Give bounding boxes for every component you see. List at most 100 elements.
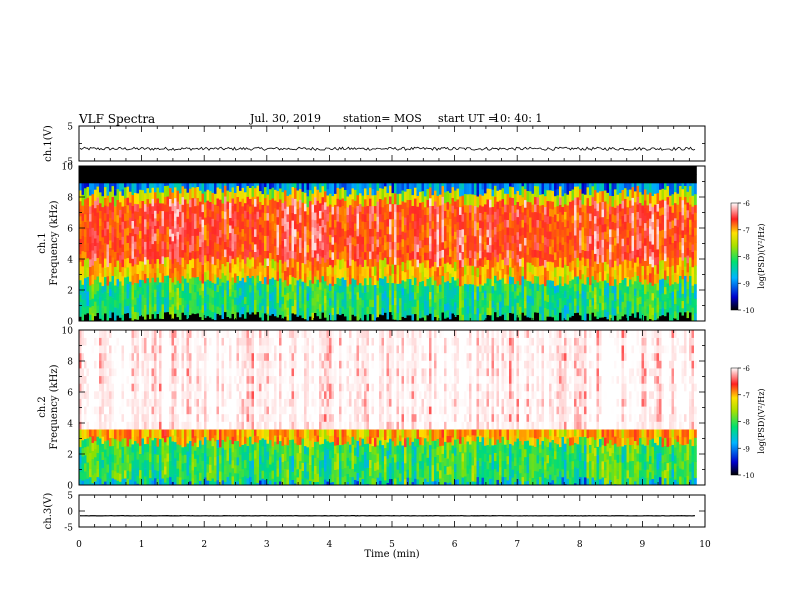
spectrogram-cell [279, 259, 282, 270]
spectrogram-cell [301, 262, 305, 273]
spectrogram-cell [346, 174, 350, 184]
spectrogram-cell [251, 204, 255, 213]
spectrogram-cell [341, 205, 345, 214]
spectrogram-cell [374, 235, 377, 244]
spectrogram-cell [309, 287, 312, 295]
spectrogram-cell [81, 306, 85, 314]
spectrogram-cell [411, 292, 415, 300]
spectrogram-cell [631, 227, 635, 236]
spectrogram-cell [601, 231, 605, 240]
spectrogram-cell [479, 274, 482, 285]
spectrogram-cell [161, 241, 165, 249]
spectrogram-cell [554, 314, 557, 322]
spectrogram-cell [569, 224, 572, 233]
spectrogram-cell [194, 236, 197, 244]
spectrogram-cell [174, 284, 177, 292]
spectrogram-cell [139, 260, 142, 271]
spectrogram-cell [81, 250, 85, 259]
spectrogram-cell [251, 290, 255, 298]
spectrogram-cell [471, 174, 475, 184]
spectrogram-cell [431, 183, 435, 190]
spectrogram-cell [279, 183, 282, 189]
spectrogram-cell [134, 192, 137, 204]
spectrogram-cell [316, 223, 320, 231]
spectrogram-cell [239, 209, 242, 217]
spectrogram-cell [256, 185, 260, 197]
spectrogram-cell [656, 273, 660, 284]
spectrogram-cell [299, 307, 302, 316]
spectrogram-cell [374, 313, 377, 322]
spectrogram-cell [196, 305, 200, 314]
spectrogram-cell [629, 301, 632, 309]
spectrogram-cell [126, 267, 130, 277]
spectrogram-cell [339, 314, 342, 322]
spectrogram-cell [279, 252, 282, 260]
spectrogram-cell [666, 211, 670, 220]
spectrogram-cell [444, 272, 447, 283]
spectrogram-cell [401, 208, 405, 217]
spectrogram-cell [596, 183, 600, 193]
spectrogram-cell [159, 203, 162, 211]
spectrogram-cell [136, 283, 140, 291]
spectrogram-cell [199, 261, 202, 272]
spectrogram-cell [664, 260, 667, 271]
spectrogram-cell [299, 229, 302, 238]
spectrogram-cell [199, 246, 202, 255]
spectrogram-cell [106, 236, 110, 245]
spectrogram-cell [196, 235, 200, 244]
spectrogram-cell [139, 286, 142, 295]
spectrogram-cell [489, 237, 492, 246]
spectrogram-cell [514, 174, 517, 184]
spectrogram-cell [599, 224, 602, 233]
spectrogram-cell [449, 241, 452, 250]
spectrogram-cell [656, 226, 660, 235]
spectrogram-cell [479, 313, 482, 321]
spectrogram-cell [461, 244, 465, 252]
spectrogram-cell [364, 251, 367, 260]
spectrogram-cell [111, 242, 115, 250]
spectrogram-cell [564, 319, 567, 322]
spectrogram-cell [359, 264, 362, 274]
spectrogram-cell [321, 227, 325, 235]
spectrogram-cell [144, 174, 147, 184]
spectrogram-cell [504, 174, 507, 184]
spectrogram-cell [364, 285, 367, 293]
spectrogram-cell [469, 313, 472, 321]
spectrogram-cell [426, 183, 430, 189]
spectrogram-cell [256, 249, 260, 258]
spectrogram-cell [219, 278, 222, 287]
spectrogram-cell [471, 313, 475, 321]
spectrogram-cell [481, 251, 485, 260]
spectrogram-cell [626, 307, 630, 316]
spectrogram-cell [609, 189, 612, 196]
spectrogram-cell [414, 183, 417, 188]
spectrogram-cell [534, 290, 537, 298]
spectrogram-cell [554, 206, 557, 215]
spectrogram-cell [414, 205, 417, 214]
spectrogram-cell [344, 174, 347, 184]
spectrogram-cell [161, 256, 165, 264]
spectrogram-cell [304, 174, 307, 184]
spectrogram-cell [436, 285, 440, 294]
spectrogram-cell [131, 291, 135, 300]
spectrogram-cell [649, 174, 652, 184]
spectrogram-cell [579, 260, 582, 270]
spectrogram-cell [666, 249, 670, 258]
spectrogram-cell [646, 174, 650, 184]
spectrogram-cell [531, 227, 535, 235]
spectrogram-cell [421, 174, 425, 184]
spectrogram-cell [394, 264, 397, 275]
spectrogram-cell [96, 186, 100, 198]
spectrogram-cell [494, 249, 497, 258]
spectrogram-cell [681, 293, 685, 301]
spectrogram-cell [571, 293, 575, 302]
spectrogram-cell [194, 299, 197, 307]
spectrogram-cell [319, 303, 322, 312]
spectrogram-cell [241, 243, 245, 252]
spectrogram-cell [501, 299, 505, 308]
spectrogram-cell [466, 257, 470, 266]
spectrogram-cell [419, 232, 422, 241]
spectrogram-cell [94, 294, 97, 302]
spectrogram-cell [171, 304, 175, 312]
spectrogram-cell [539, 220, 542, 229]
